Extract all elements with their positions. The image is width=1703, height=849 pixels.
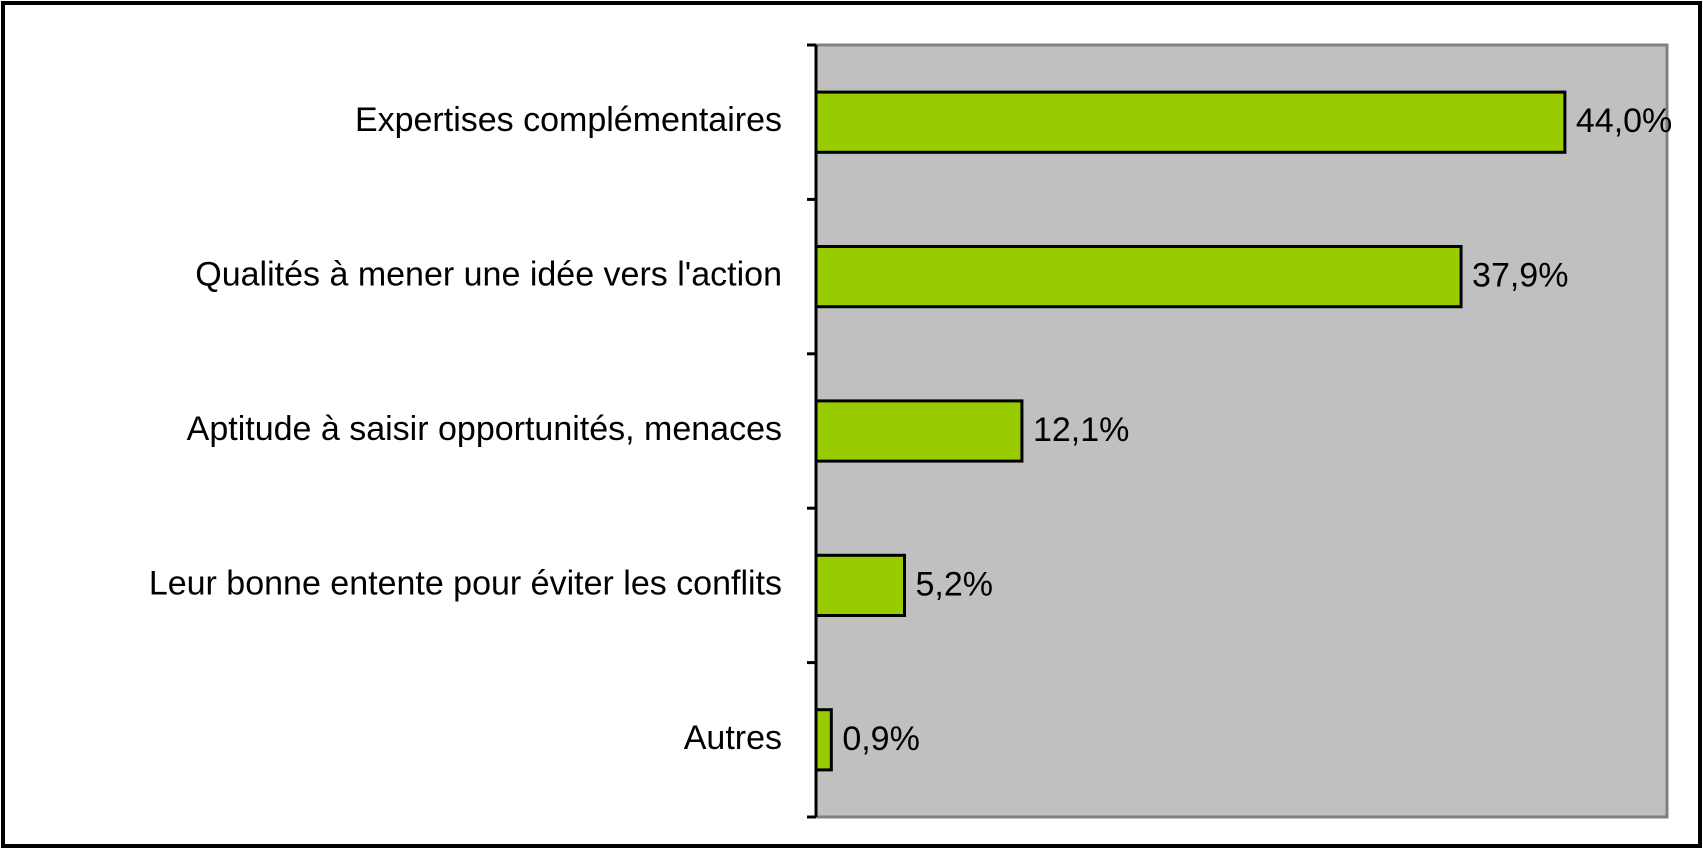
bar	[814, 553, 907, 618]
value-label: 37,9%	[1472, 257, 1568, 295]
bar	[814, 244, 1463, 309]
category-label: Autres	[684, 719, 782, 757]
bar	[814, 90, 1567, 154]
category-label: Aptitude à saisir opportunités, menaces	[187, 410, 782, 448]
bar	[814, 399, 1024, 463]
value-label: 12,1%	[1033, 411, 1129, 449]
value-label: 0,9%	[842, 720, 920, 758]
category-label: Expertises complémentaires	[355, 101, 782, 139]
value-label: 5,2%	[916, 565, 994, 603]
bar	[814, 708, 833, 772]
category-label: Qualités à mener une idée vers l'action	[195, 256, 782, 294]
value-label: 44,0%	[1576, 102, 1672, 140]
category-label: Leur bonne entente pour éviter les confl…	[149, 564, 782, 602]
